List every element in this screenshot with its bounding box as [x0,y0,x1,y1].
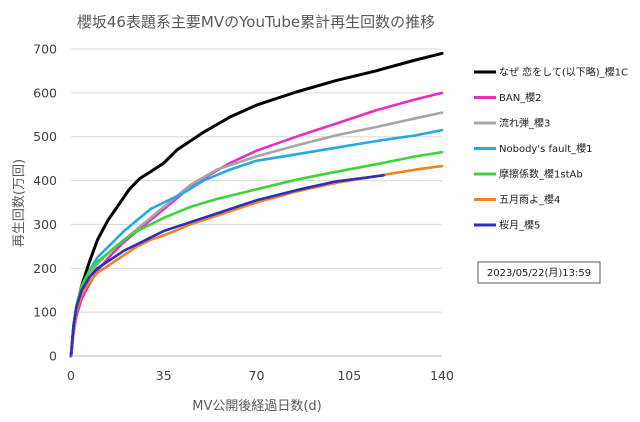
legend-label: 五月雨よ_櫻4 [499,193,560,206]
y-axis-title: 再生回数(万回) [12,159,27,247]
legend-label: 流れ弾_櫻3 [499,117,550,130]
legend: なぜ 恋をして(以下略)_櫻1C BAN_櫻2 流れ弾_櫻3 Nobody's fau… [474,66,628,232]
series-lines [69,51,444,358]
x-axis-title: MV公開後経過日数(d) [192,399,322,414]
x-tick-label: 140 [430,368,454,383]
y-tick-label: 100 [33,305,57,320]
legend-label: Nobody's fault_櫻1 [499,142,593,155]
y-tick-label: 300 [33,217,57,232]
legend-label: 摩擦係数_櫻1stAb [499,168,583,181]
series-line [69,111,444,358]
chart-title: 櫻坂46表題系主要MVのYouTube累計再生回数の推移 [77,13,435,31]
y-tick-label: 700 [33,42,57,57]
y-tick-label: 600 [33,85,57,100]
series-line [69,150,444,358]
x-tick-labels: 0 35 70 105 140 [67,368,454,383]
timestamp-label: 2023/05/22(月)13:59 [487,267,591,279]
legend-label: BAN_櫻2 [499,91,542,104]
x-tick-label: 70 [249,368,265,383]
series-line [69,91,444,358]
x-tick-label: 0 [67,368,75,383]
series-line [69,174,386,358]
y-tick-label: 400 [33,173,57,188]
x-tick-label: 35 [156,368,172,383]
series-line [69,128,444,358]
x-tick-label: 105 [337,368,361,383]
gridlines [71,48,442,313]
series-line [69,51,444,358]
legend-label: なぜ 恋をして(以下略)_櫻1C [499,66,628,79]
timestamp-box: 2023/05/22(月)13:59 [477,261,601,284]
y-tick-label: 200 [33,261,57,276]
legend-label: 桜月_櫻5 [499,219,540,232]
y-tick-label: 500 [33,129,57,144]
timestamp-frame [477,261,601,284]
y-tick-label: 0 [49,349,57,364]
y-tick-labels: 0 100 200 300 400 500 600 700 [33,42,57,364]
